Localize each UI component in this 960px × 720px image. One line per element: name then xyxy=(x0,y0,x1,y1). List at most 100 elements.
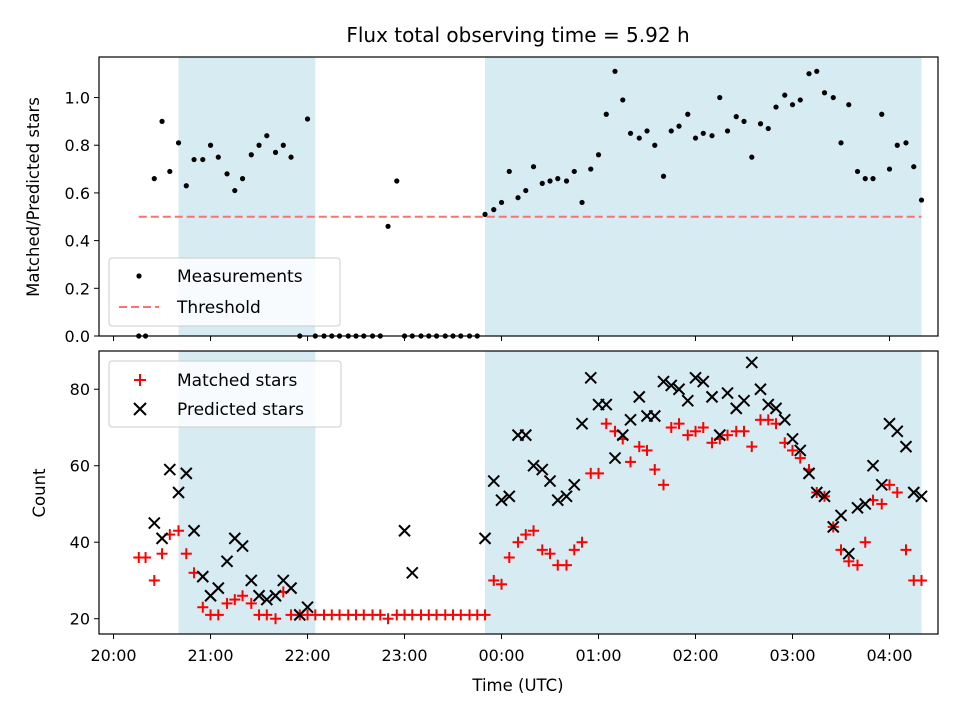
measurement-point xyxy=(854,168,861,175)
measurement-point xyxy=(547,178,553,184)
predicted-star-point xyxy=(551,493,564,507)
measurement-point xyxy=(385,223,391,229)
predicted-star-point xyxy=(769,402,783,415)
top-y-tick-label: 1.0 xyxy=(65,89,90,108)
predicted-star-point xyxy=(851,501,864,515)
matched-star-point xyxy=(891,487,903,498)
x-tick-label: 20:00 xyxy=(90,646,136,665)
measurement-point xyxy=(215,154,221,160)
measurement-point xyxy=(636,135,642,141)
measurement-point xyxy=(304,116,311,122)
predicted-star-point xyxy=(810,486,823,499)
measurement-point xyxy=(749,154,755,160)
measurement-point xyxy=(555,176,561,182)
matched-star-point xyxy=(600,418,612,430)
predicted-star-point xyxy=(794,444,807,457)
matched-star-point xyxy=(697,421,709,433)
top-measurement-points xyxy=(136,68,925,339)
matched-star-point xyxy=(690,425,702,437)
predicted-star-point xyxy=(187,524,201,537)
predicted-star-point xyxy=(236,539,249,553)
predicted-star-point xyxy=(608,451,622,465)
matched-star-point xyxy=(148,574,160,586)
predicted-star-point xyxy=(301,601,314,614)
predicted-star-point xyxy=(487,474,500,488)
matched-star-point xyxy=(221,597,233,609)
bottom-y-axis-label: Count xyxy=(30,468,49,518)
legend-measurements-label: Measurements xyxy=(177,267,303,287)
matched-star-point xyxy=(520,529,532,541)
x-tick-label: 23:00 xyxy=(381,646,427,665)
predicted-stars-points xyxy=(148,356,928,622)
measurement-point xyxy=(821,90,828,96)
measurement-point xyxy=(588,166,594,172)
measurement-point xyxy=(903,140,909,146)
matched-star-point xyxy=(561,559,573,571)
predicted-star-point xyxy=(600,398,613,411)
measurement-point xyxy=(482,211,488,217)
measurement-point xyxy=(506,168,512,175)
matched-star-point xyxy=(237,590,249,602)
measurement-point xyxy=(224,171,230,177)
predicted-star-point xyxy=(575,417,589,430)
matched-star-point xyxy=(746,441,758,453)
matched-star-point xyxy=(673,418,685,430)
legend-measurements-marker xyxy=(136,273,142,279)
measurement-point xyxy=(741,118,747,124)
matched-star-point xyxy=(851,559,863,571)
matched-star-point xyxy=(382,613,394,625)
matched-star-point xyxy=(738,425,750,437)
predicted-star-point xyxy=(406,566,419,580)
predicted-star-point xyxy=(657,375,670,388)
predicted-star-point xyxy=(616,428,629,442)
x-tick-label: 03:00 xyxy=(769,646,815,665)
predicted-star-point xyxy=(148,516,161,530)
matched-star-point xyxy=(488,574,500,586)
matched-star-point xyxy=(787,444,799,456)
predicted-star-point xyxy=(519,428,532,442)
bottom-legend: Matched stars Predicted stars xyxy=(108,360,342,428)
matched-star-point xyxy=(682,429,694,441)
measurement-point xyxy=(248,152,254,158)
x-tick-label: 21:00 xyxy=(187,646,233,665)
measurement-point xyxy=(571,168,577,175)
legend-predicted-label: Predicted stars xyxy=(177,400,304,420)
predicted-star-point xyxy=(859,497,872,511)
measurement-point xyxy=(894,142,900,148)
bottom-x-ticks: 20:00 21:00 22:00 23:00 00:00 01:00 02:00 03:00… xyxy=(90,634,913,665)
measurement-point xyxy=(789,102,796,108)
measurement-point xyxy=(676,123,682,129)
predicted-star-point xyxy=(284,581,298,595)
measurement-point xyxy=(717,94,723,101)
measurement-point xyxy=(846,102,852,108)
matched-star-point xyxy=(762,414,774,426)
measurement-point xyxy=(280,142,286,148)
top-y-tick-label: 0.8 xyxy=(65,136,90,155)
matched-star-point xyxy=(916,574,928,586)
x-axis-label: Time (UTC) xyxy=(471,676,563,695)
matched-star-point xyxy=(843,555,855,567)
measurement-point xyxy=(644,128,650,134)
top-legend: Measurements Threshold xyxy=(108,257,341,327)
measurement-point xyxy=(806,71,812,77)
matched-star-point xyxy=(479,609,491,621)
predicted-star-point xyxy=(568,478,581,492)
legend-threshold-label: Threshold xyxy=(176,298,261,318)
matched-star-point xyxy=(212,609,224,621)
measurement-point xyxy=(394,178,400,184)
bottom-y-tick-label: 20 xyxy=(70,610,90,629)
measurement-point xyxy=(660,173,667,179)
predicted-star-point xyxy=(584,371,597,384)
measurement-point xyxy=(757,121,764,127)
predicted-star-point xyxy=(721,386,734,400)
measurement-point xyxy=(700,130,706,136)
matched-star-point xyxy=(140,552,152,564)
matched-star-point xyxy=(528,525,540,537)
measurement-point xyxy=(563,178,570,184)
measurement-point xyxy=(491,207,497,213)
matched-star-point xyxy=(876,498,888,510)
measurement-point xyxy=(183,183,189,189)
predicted-star-point xyxy=(478,532,492,545)
legend-matched-label: Matched stars xyxy=(177,371,297,391)
